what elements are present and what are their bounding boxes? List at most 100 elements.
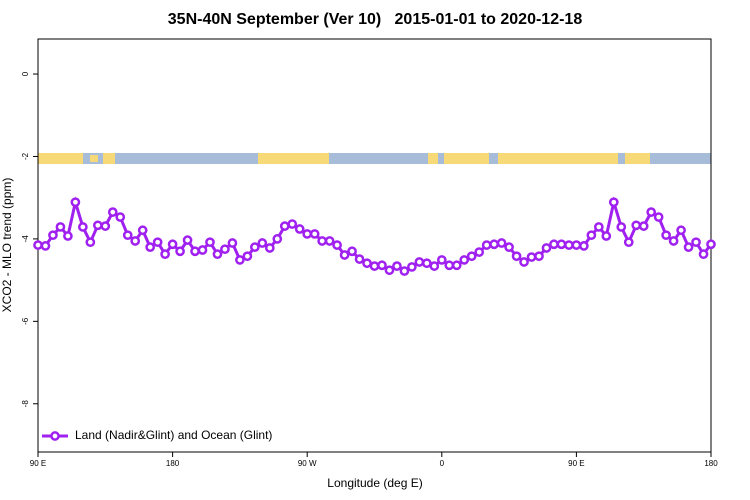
data-point: [526, 252, 537, 262]
y-tick-label: -6: [21, 317, 30, 325]
data-point: [638, 221, 649, 231]
data-point: [399, 266, 410, 276]
data-point: [646, 207, 657, 217]
data-point: [579, 241, 589, 251]
data-point: [190, 246, 200, 257]
y-tick-label: -2: [21, 152, 30, 160]
data-point: [474, 247, 485, 257]
data-point: [541, 243, 552, 253]
data-point: [451, 260, 462, 271]
data-point: [347, 246, 357, 257]
plot-frame: [37, 38, 712, 453]
data-point: [362, 258, 372, 269]
data-point: [623, 237, 634, 248]
data-point: [571, 240, 582, 250]
data-point: [496, 238, 507, 248]
x-tick-label: 180: [166, 459, 180, 468]
data-point: [421, 258, 432, 269]
data-point: [167, 239, 178, 250]
data-point: [407, 262, 417, 272]
data-point: [115, 212, 126, 222]
data-point: [212, 249, 223, 260]
data-point: [92, 220, 103, 231]
x-tick-label: 90 E: [568, 459, 584, 468]
x-tick-label: 90 E: [30, 459, 46, 468]
data-point: [354, 254, 365, 264]
data-point: [205, 237, 215, 248]
data-point: [70, 197, 81, 208]
data-point: [33, 240, 43, 250]
data-point: [481, 240, 492, 250]
y-tick-label: 0: [21, 71, 30, 76]
data-point: [287, 219, 298, 229]
data-point: [302, 229, 313, 239]
data-point: [668, 236, 679, 246]
data-point: [257, 238, 268, 248]
data-point: [317, 236, 328, 246]
data-point: [250, 242, 260, 252]
data-point: [466, 251, 477, 262]
data-point: [227, 238, 238, 248]
data-point: [324, 236, 335, 246]
data-point: [264, 243, 275, 253]
data-point: [489, 239, 499, 250]
data-point: [130, 236, 141, 246]
data-point: [384, 265, 395, 276]
x-axis-label: Longitude (deg E): [327, 476, 422, 490]
data-point: [175, 246, 185, 257]
data-point: [279, 221, 290, 231]
data-point: [63, 231, 73, 241]
data-point: [549, 239, 559, 250]
data-point: [691, 237, 701, 248]
data-point: [511, 251, 522, 262]
data-point: [698, 249, 709, 260]
x-tick-label: 0: [440, 459, 445, 468]
data-point: [137, 225, 148, 236]
data-point: [706, 239, 716, 250]
data-point: [40, 241, 51, 251]
data-point: [436, 255, 447, 265]
data-point: [392, 261, 402, 271]
data-point: [78, 222, 88, 232]
data-point: [55, 222, 66, 232]
data-point: [504, 242, 514, 252]
legend-label: Land (Nadir&Glint) and Ocean (Glint): [75, 428, 272, 442]
data-point: [145, 242, 156, 252]
data-point: [309, 229, 320, 239]
x-tick-label: 180: [704, 459, 718, 468]
data-point: [534, 251, 544, 262]
x-tick-label: 90 W: [298, 459, 317, 468]
data-point: [444, 260, 455, 271]
data-point: [631, 220, 642, 231]
data-point: [676, 225, 686, 236]
data-point: [160, 249, 170, 260]
data-point: [220, 244, 230, 255]
data-point: [616, 222, 627, 232]
data-point: [235, 255, 245, 265]
data-point: [593, 222, 604, 232]
data-point: [339, 250, 350, 260]
data-point: [242, 251, 253, 262]
data-point: [608, 197, 619, 208]
data-point: [272, 234, 283, 244]
data-point: [429, 261, 440, 271]
legend-marker: [50, 431, 60, 441]
data-point: [653, 212, 664, 222]
data-point: [100, 221, 111, 231]
data-point: [519, 257, 529, 267]
data-point: [377, 260, 387, 271]
y-axis-label: XCO2 - MLO trend (ppm): [0, 178, 14, 313]
data-point: [107, 207, 118, 217]
data-point: [369, 261, 380, 271]
chart-title: 35N-40N September (Ver 10) 2015-01-01 to…: [168, 11, 583, 28]
data-point: [414, 257, 425, 267]
data-point: [556, 239, 567, 250]
data-point: [586, 230, 597, 241]
data-point: [601, 231, 612, 241]
data-point: [152, 237, 163, 248]
data-point: [683, 242, 694, 252]
data-point: [459, 255, 470, 265]
y-tick-label: -4: [21, 235, 30, 243]
data-point: [661, 230, 671, 241]
